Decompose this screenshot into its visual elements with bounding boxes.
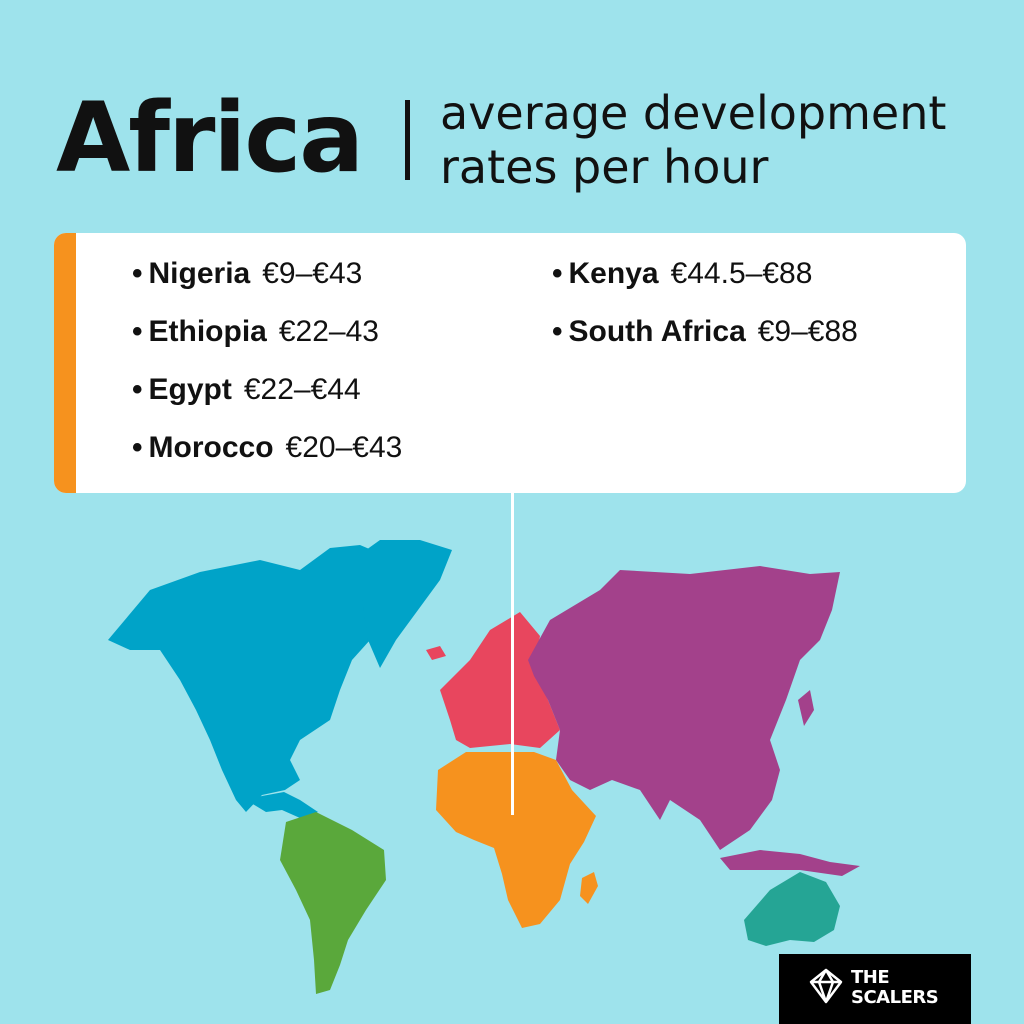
country-name: Morocco (148, 431, 274, 464)
bullet-icon: • (552, 257, 563, 290)
rate-range: €9–€43 (262, 257, 363, 290)
rate-range: €22–43 (278, 315, 379, 348)
rate-item-south-africa: • South Africa €9–€88 (552, 315, 858, 349)
scalers-diamond-icon (809, 968, 843, 1004)
japan-shape (798, 690, 814, 726)
rates-card: • Nigeria €9–€43 • Ethiopia €22–43 • Egypt €22… (54, 233, 966, 493)
country-name: South Africa (568, 315, 746, 348)
subtitle-line-1: average development (440, 86, 947, 140)
rate-range: €22–€44 (243, 373, 361, 406)
card-accent-bar (54, 233, 76, 493)
africa-pointer-line (511, 493, 514, 815)
logo-line-1: THE (851, 967, 890, 988)
title-divider (405, 100, 410, 180)
bullet-icon: • (132, 431, 143, 464)
bullet-icon: • (132, 315, 143, 348)
continent-north-america (108, 540, 452, 818)
south-america-shape (280, 812, 386, 994)
page-subtitle: average development rates per hour (440, 86, 946, 194)
rate-item-egypt: • Egypt €22–€44 (132, 373, 361, 407)
logo-line-2: SCALERS (851, 987, 939, 1008)
bullet-icon: • (552, 315, 563, 348)
rate-item-morocco: • Morocco €20–€43 (132, 431, 402, 465)
asia-shape (528, 566, 840, 850)
country-name: Kenya (568, 257, 659, 290)
country-name: Egypt (148, 373, 232, 406)
logo-wordmark: THE SCALERS (851, 967, 939, 1008)
africa-shape (436, 752, 596, 928)
the-scalers-logo: THE SCALERS (779, 954, 971, 1024)
rate-range: €20–€43 (285, 431, 403, 464)
rate-item-nigeria: • Nigeria €9–€43 (132, 257, 362, 291)
subtitle-line-2: rates per hour (440, 140, 769, 194)
australia-shape (744, 872, 840, 946)
rate-item-ethiopia: • Ethiopia €22–43 (132, 315, 379, 349)
rate-item-kenya: • Kenya €44.5–€88 (552, 257, 812, 291)
central-america-shape (246, 792, 318, 818)
rate-range: €9–€88 (757, 315, 858, 348)
bullet-icon: • (132, 373, 143, 406)
iceland-shape (426, 646, 446, 660)
country-name: Nigeria (148, 257, 251, 290)
greenland-shape (352, 540, 452, 668)
indonesia-shape (720, 850, 860, 876)
rate-range: €44.5–€88 (670, 257, 813, 290)
north-america-shape (108, 545, 420, 812)
country-name: Ethiopia (148, 315, 267, 348)
bullet-icon: • (132, 257, 143, 290)
madagascar-shape (580, 872, 598, 904)
europe-shape (440, 612, 560, 748)
page-title: Africa (56, 82, 364, 194)
